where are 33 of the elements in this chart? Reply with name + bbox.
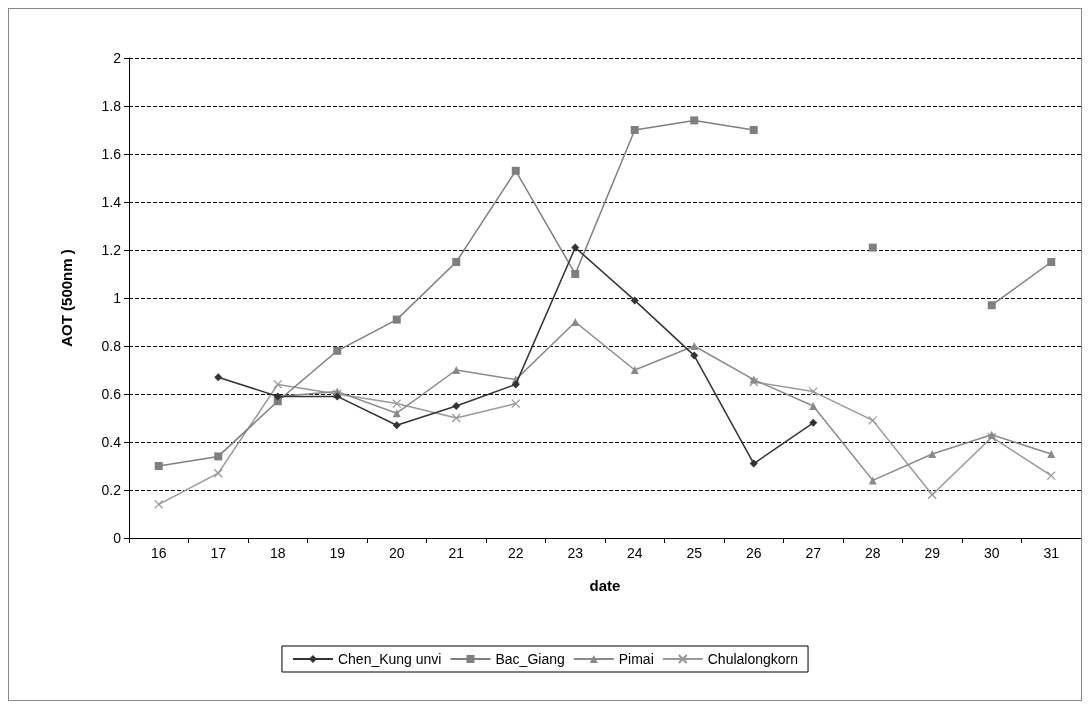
x-tick-label: 24 [626,545,643,561]
x-tick-label: 30 [983,545,1000,561]
legend-label: Bac_Giang [495,651,565,667]
y-tick-label: 1.4 [101,194,122,210]
x-tick-label: 22 [507,545,524,561]
y-tick-label: 1.6 [101,146,122,162]
y-tick-label: 0.4 [101,434,122,450]
x-tick-label: 25 [686,545,703,561]
y-tick-label: 0.8 [101,338,122,354]
x-tick-label: 27 [805,545,822,561]
y-tick-label: 2 [113,50,122,66]
y-tick-label: 0.2 [101,482,122,498]
y-tick-label: 1 [113,290,122,306]
x-tick-label: 29 [924,545,941,561]
x-tick-label: 19 [329,545,346,561]
legend-label: Pimai [618,651,654,667]
x-tick-label: 17 [210,545,227,561]
legend-label: Chulalongkorn [707,651,799,667]
y-tick-label: 1.2 [101,242,122,258]
x-axis-title: date [589,577,621,594]
x-tick-label: 28 [864,545,881,561]
y-tick-label: 0 [113,530,122,546]
x-tick-label: 21 [448,545,465,561]
x-tick-label: 26 [745,545,762,561]
x-tick-label: 18 [269,545,286,561]
x-tick-label: 20 [388,545,405,561]
y-tick-label: 0.6 [101,386,122,402]
x-tick-label: 31 [1043,545,1060,561]
legend-label: Chen_Kung unvi [337,651,442,667]
y-tick-label: 1.8 [101,98,122,114]
x-tick-label: 16 [150,545,167,561]
x-tick-label: 23 [567,545,584,561]
y-axis-title: AOT (500nm ) [58,249,75,347]
